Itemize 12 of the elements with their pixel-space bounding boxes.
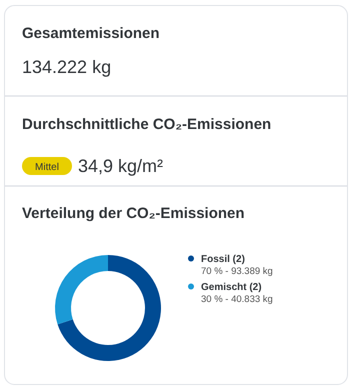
legend-label: Fossil (2)	[201, 254, 245, 265]
text: Durchschnittliche CO₂-Emissionen	[22, 116, 272, 133]
donut-slice	[55, 255, 108, 324]
legend-label: Gemischt (2)	[201, 282, 262, 293]
data-label: 70 % - 93.389 kg	[201, 266, 273, 277]
chart-title: Verteilung der CO₂-Emissionen	[22, 205, 245, 222]
text: 134.222 kg	[22, 57, 112, 77]
text: Gesamtemissionen	[22, 25, 160, 42]
text: 34,9 kg/m²	[78, 156, 164, 176]
donut-slice	[58, 255, 161, 361]
text: Mittel	[35, 162, 59, 173]
data-label: 30 % - 40.833 kg	[201, 294, 273, 305]
